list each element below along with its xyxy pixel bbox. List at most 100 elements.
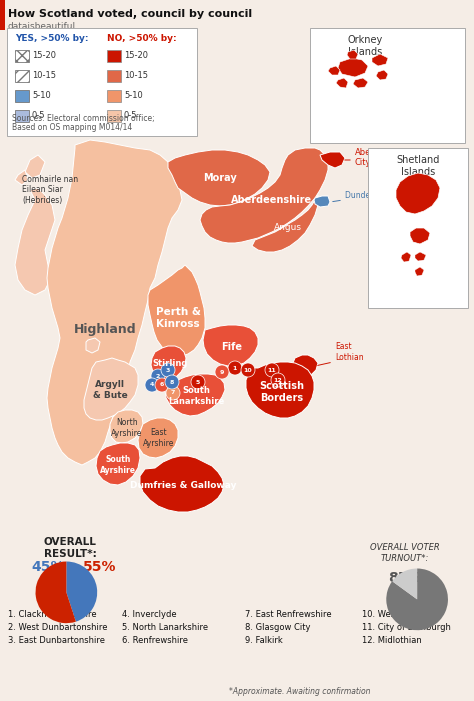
Circle shape [191, 375, 205, 389]
Text: 11: 11 [268, 367, 276, 372]
Polygon shape [151, 346, 186, 380]
Text: 11. City of Edinburgh: 11. City of Edinburgh [362, 623, 451, 632]
Polygon shape [376, 70, 388, 80]
Text: Orkney
Islands: Orkney Islands [347, 35, 383, 57]
Text: Dundee City: Dundee City [345, 191, 392, 200]
Polygon shape [86, 338, 100, 353]
Text: Highland: Highland [73, 323, 137, 336]
Text: 7. East Renfrewshire: 7. East Renfrewshire [245, 610, 332, 619]
Polygon shape [415, 267, 424, 276]
Polygon shape [25, 155, 45, 178]
Text: 5-10: 5-10 [32, 92, 51, 100]
Text: 8. Glasgow City: 8. Glasgow City [245, 623, 310, 632]
Text: 7: 7 [171, 390, 175, 395]
Bar [15, 50, 29, 62]
Text: South
Ayrshire: South Ayrshire [100, 456, 136, 475]
Text: Scottish
Borders: Scottish Borders [259, 381, 304, 403]
Text: 4: 4 [150, 383, 154, 388]
Polygon shape [293, 355, 318, 377]
Bar [107, 110, 121, 122]
Text: *Approximate. Awaiting confirmation: *Approximate. Awaiting confirmation [229, 688, 371, 697]
Text: East
Ayrshire: East Ayrshire [143, 428, 175, 448]
Text: 3: 3 [166, 367, 170, 372]
Text: 0-5: 0-5 [124, 111, 137, 121]
Polygon shape [168, 150, 270, 206]
Wedge shape [36, 562, 76, 623]
Text: How Scotland voted, council by council: How Scotland voted, council by council [8, 9, 252, 19]
Text: 5-10: 5-10 [124, 92, 143, 100]
Polygon shape [410, 228, 430, 244]
Bar [0, 0, 5, 30]
Text: OVERALL
RESULT*:: OVERALL RESULT*: [44, 537, 96, 559]
Text: YES, >50% by:: YES, >50% by: [15, 34, 89, 43]
Text: Dumfries & Galloway: Dumfries & Galloway [130, 480, 236, 489]
Text: 8: 8 [170, 379, 174, 385]
Circle shape [228, 361, 242, 375]
Polygon shape [353, 78, 368, 88]
Text: 6: 6 [160, 383, 164, 388]
Bar [7, 28, 197, 136]
Text: Aberdeen
City: Aberdeen City [355, 148, 396, 168]
Text: 10-15: 10-15 [32, 72, 56, 81]
Circle shape [151, 369, 165, 383]
Circle shape [265, 363, 279, 377]
Circle shape [155, 378, 169, 392]
Text: 45%: 45% [31, 560, 65, 574]
Circle shape [215, 365, 229, 379]
Text: dataisbeautiful: dataisbeautiful [8, 22, 76, 31]
Text: 5. North Lanarkshire: 5. North Lanarkshire [122, 623, 208, 632]
Polygon shape [396, 173, 440, 214]
Text: Argyll
& Bute: Argyll & Bute [92, 381, 128, 400]
Polygon shape [336, 78, 348, 88]
Polygon shape [84, 358, 138, 420]
Polygon shape [320, 152, 345, 168]
Wedge shape [66, 562, 97, 622]
Polygon shape [314, 196, 330, 207]
Bar [310, 28, 465, 143]
Text: 15-20: 15-20 [124, 51, 148, 60]
Circle shape [241, 363, 255, 377]
Text: 2: 2 [156, 374, 160, 379]
Polygon shape [415, 252, 426, 261]
Circle shape [271, 373, 285, 387]
Bar [15, 110, 29, 122]
Text: Sources: Electoral commission office;: Sources: Electoral commission office; [12, 114, 155, 123]
Text: 85%: 85% [388, 571, 422, 585]
Polygon shape [200, 148, 328, 243]
Text: East
Lothian: East Lothian [335, 342, 364, 362]
Polygon shape [47, 140, 182, 465]
Text: Moray: Moray [203, 173, 237, 183]
Bar [15, 90, 29, 102]
Circle shape [145, 378, 159, 392]
Polygon shape [328, 66, 340, 75]
Text: Shetland
Islands: Shetland Islands [396, 155, 440, 177]
Polygon shape [15, 188, 55, 295]
Polygon shape [347, 50, 358, 59]
Text: 6. Renfrewshire: 6. Renfrewshire [122, 636, 188, 645]
Text: 1. Clackmannanshire: 1. Clackmannanshire [8, 610, 97, 619]
Text: Stirling: Stirling [152, 360, 188, 369]
Text: 12: 12 [273, 378, 283, 383]
Polygon shape [246, 362, 314, 418]
Text: 3. East Dunbartonshire: 3. East Dunbartonshire [8, 636, 105, 645]
Text: NO, >50% by:: NO, >50% by: [107, 34, 177, 43]
Wedge shape [386, 569, 448, 630]
Text: NO: NO [73, 578, 87, 587]
Text: Angus: Angus [274, 224, 302, 233]
Text: 10-15: 10-15 [124, 72, 148, 81]
Polygon shape [401, 252, 411, 262]
Text: 9: 9 [220, 369, 224, 374]
Text: Based on OS mapping M014/14: Based on OS mapping M014/14 [12, 123, 132, 132]
Text: 10: 10 [244, 367, 252, 372]
Text: South
Lanarkshire: South Lanarkshire [168, 386, 224, 406]
Polygon shape [148, 265, 205, 356]
Polygon shape [138, 418, 178, 458]
Text: 55%: 55% [83, 560, 117, 574]
Polygon shape [96, 443, 140, 485]
Text: 4. Inverclyde: 4. Inverclyde [122, 610, 177, 619]
Circle shape [165, 375, 179, 389]
Text: 15-20: 15-20 [32, 51, 56, 60]
Text: Perth &
Kinross: Perth & Kinross [155, 307, 201, 329]
Bar [368, 148, 468, 308]
Polygon shape [15, 170, 28, 185]
